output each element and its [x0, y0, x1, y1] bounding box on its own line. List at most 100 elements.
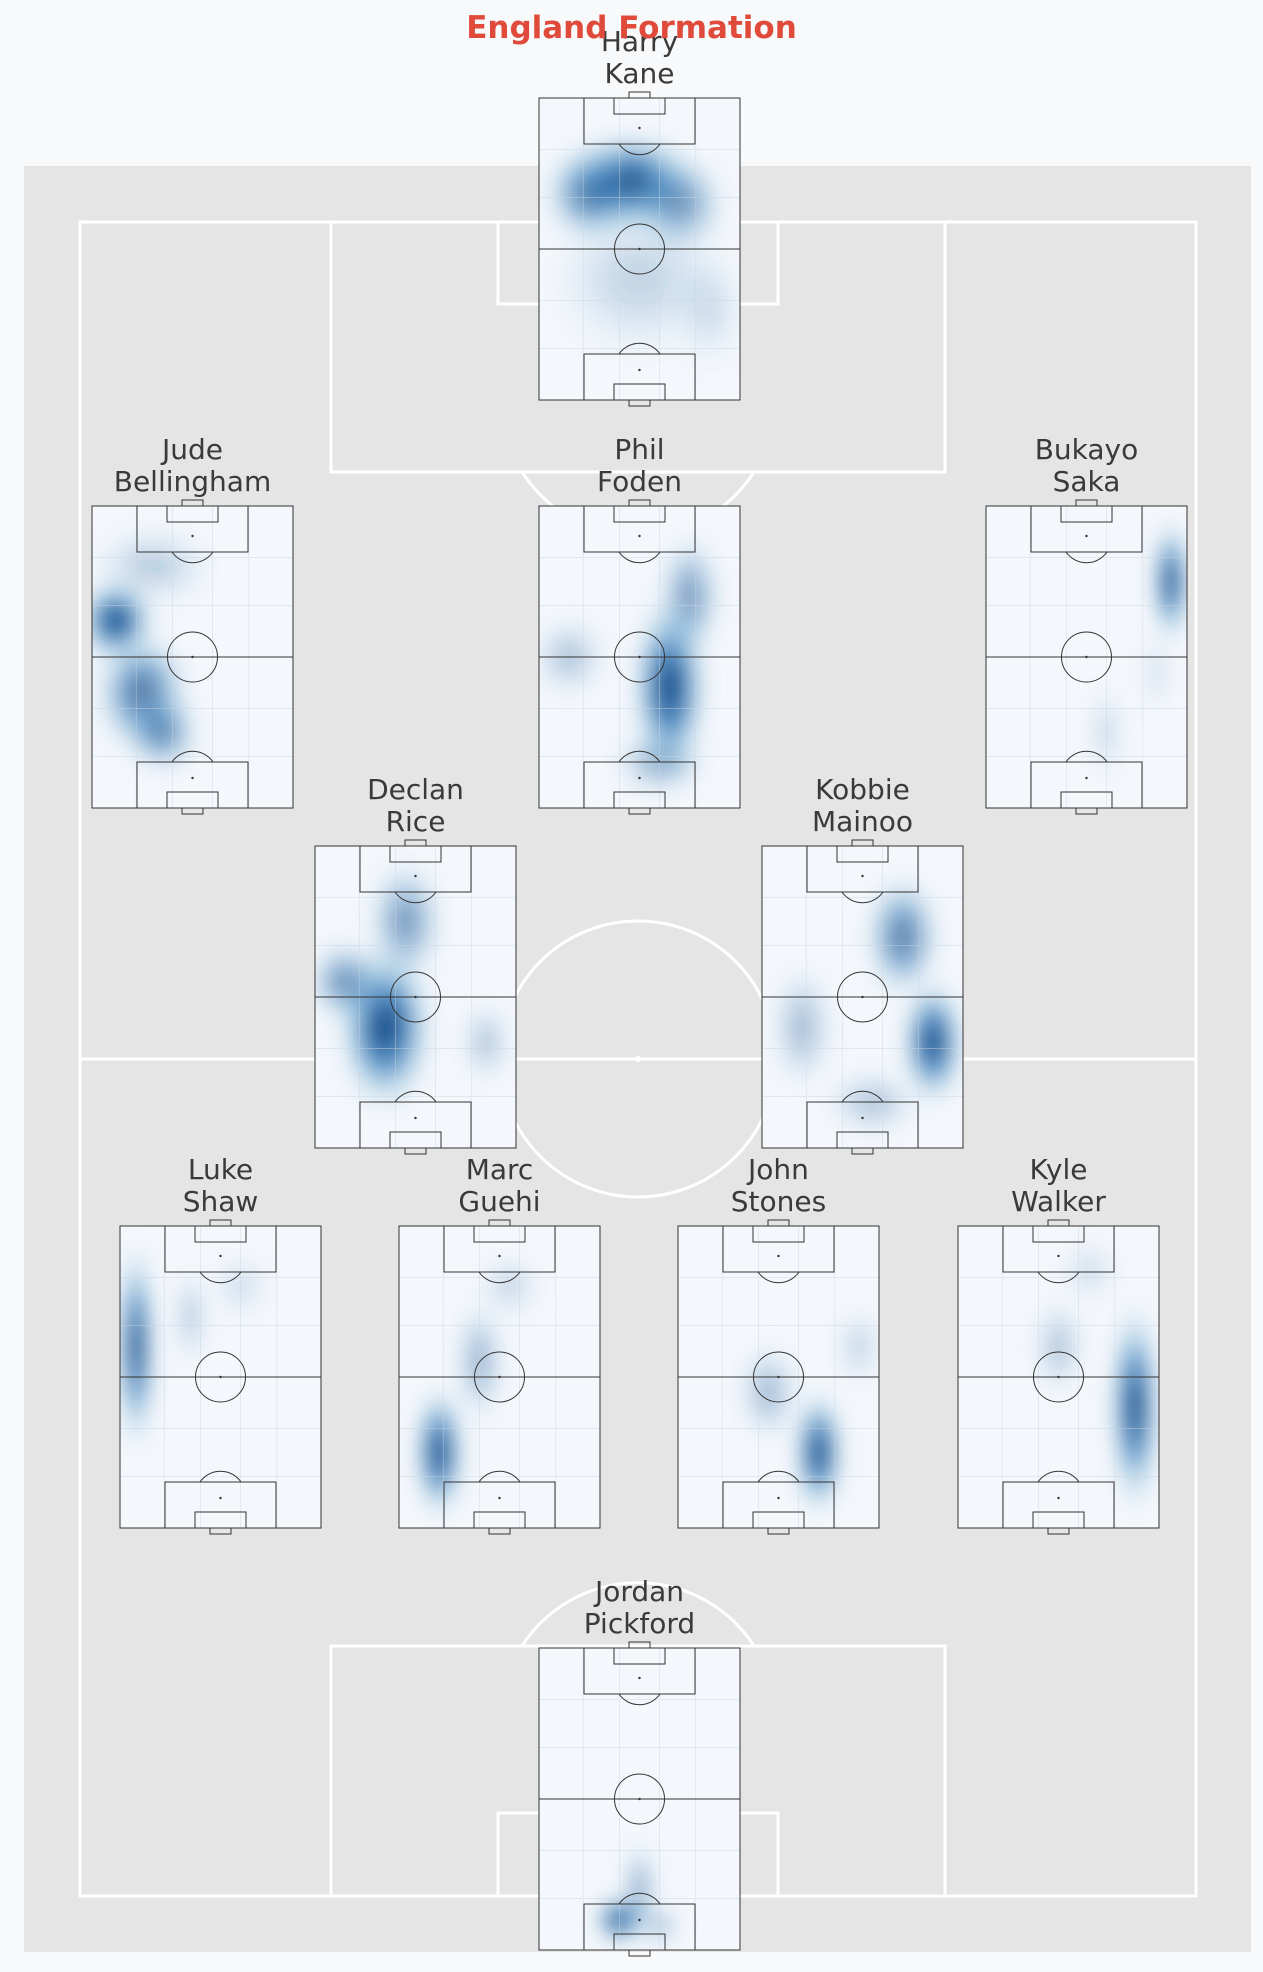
mini-pitch-markings [677, 1219, 880, 1535]
player-name: Kobbie Mainoo [721, 774, 1004, 838]
player-name: John Stones [637, 1154, 920, 1218]
heat-spot [1109, 1301, 1159, 1513]
mini-penalty-spot [861, 1116, 864, 1120]
heat-spot [315, 939, 384, 1025]
mini-penalty-spot [638, 126, 641, 130]
heat-spot [1032, 1296, 1085, 1398]
heat-spot [92, 524, 217, 609]
mini-centre-spot [777, 1375, 780, 1379]
heatmap-bellingham [91, 499, 294, 815]
player-last-name: Shaw [182, 1185, 259, 1218]
heat-layer [315, 858, 512, 1112]
heat-layer [541, 131, 740, 373]
mini-penalty-spot [1057, 1254, 1060, 1258]
mini-penalty-spot [191, 534, 194, 538]
player-name: Jude Bellingham [51, 434, 334, 498]
player-last-name: Pickford [583, 1607, 696, 1640]
heat-layer [92, 524, 217, 775]
mini-penalty-spot [498, 1254, 501, 1258]
heatmap-guehi [398, 1219, 601, 1535]
mini-centre-spot [498, 1375, 501, 1379]
player-name: Kyle Walker [917, 1154, 1200, 1218]
player-last-name: Foden [597, 465, 682, 498]
heatmap-saka [985, 499, 1188, 815]
mini-pitch-markings [957, 1219, 1160, 1535]
centre-spot [635, 1056, 641, 1062]
mini-pitch-markings [761, 839, 964, 1155]
mini-pitch-markings [538, 499, 741, 815]
heat-layer [120, 1241, 273, 1453]
heat-layer [413, 1252, 542, 1521]
mini-penalty-spot [861, 874, 864, 878]
mini-centre-spot [638, 1797, 641, 1801]
heat-spot [1151, 518, 1187, 645]
heatmap-rice [314, 839, 517, 1155]
heatmap-walker [957, 1219, 1160, 1535]
mini-centre-spot [638, 655, 641, 659]
player-last-name: Walker [1011, 1185, 1106, 1218]
heat-layer [539, 533, 722, 797]
player-first-name: Bukayo [1034, 433, 1139, 466]
heat-spot [736, 1341, 801, 1443]
player-first-name: Declan [367, 773, 464, 806]
mini-penalty-spot [1057, 1496, 1060, 1500]
player-name: Jordan Pickford [498, 1576, 781, 1640]
mini-centre-spot [861, 995, 864, 999]
player-first-name: Harry [600, 25, 679, 58]
heat-spot [671, 245, 740, 373]
mini-pitch-markings [314, 839, 517, 1155]
heat-spot [120, 1241, 156, 1453]
heat-spot [174, 1265, 207, 1368]
heat-spot [366, 858, 445, 985]
mini-pitch-markings [398, 1219, 601, 1535]
heat-spot [864, 873, 942, 1001]
heat-spot [1140, 629, 1173, 715]
heat-spot [460, 1000, 512, 1085]
mini-penalty-spot [191, 776, 194, 780]
player-first-name: Luke [187, 1153, 254, 1186]
mini-centre-spot [638, 247, 641, 251]
player-first-name: Kobbie [815, 773, 910, 806]
mini-centre-spot [414, 995, 417, 999]
heat-spot [413, 1384, 465, 1521]
heat-spot [824, 1068, 921, 1137]
mini-penalty-spot [1085, 776, 1088, 780]
player-first-name: Marc [465, 1153, 534, 1186]
bottom-penalty-arc [520, 1581, 756, 1647]
mini-penalty-spot [638, 534, 641, 538]
player-last-name: Mainoo [811, 805, 914, 838]
heat-layer [1090, 518, 1187, 784]
heat-spot [770, 963, 835, 1091]
mini-penalty-spot [638, 1918, 641, 1922]
heat-spot [833, 1304, 879, 1390]
player-last-name: Kane [604, 57, 675, 90]
mini-pitch-markings [538, 1641, 741, 1957]
heatmap-kane [538, 91, 741, 407]
player-last-name: Stones [730, 1185, 827, 1218]
player-name: Phil Foden [498, 434, 781, 498]
chart-title: England Formation [466, 10, 797, 46]
heatmap-mainoo [761, 839, 964, 1155]
player-last-name: Bellingham [113, 465, 272, 498]
heatmap-stones [677, 1219, 880, 1535]
player-name: Luke Shaw [79, 1154, 362, 1218]
mini-penalty-spot [638, 368, 641, 372]
mini-centre-spot [219, 1375, 222, 1379]
player-first-name: Phil [614, 433, 665, 466]
heatmap-pickford [538, 1641, 741, 1957]
mini-penalty-spot [498, 1496, 501, 1500]
player-last-name: Guehi [458, 1185, 541, 1218]
mini-centre-spot [191, 655, 194, 659]
player-name: Bukayo Saka [945, 434, 1228, 498]
heatmap-shaw [119, 1219, 322, 1535]
mini-penalty-spot [219, 1254, 222, 1258]
heat-spot [1056, 1237, 1121, 1306]
mini-pitch-markings [119, 1219, 322, 1535]
heat-spot [477, 1252, 542, 1321]
mini-centre-spot [1057, 1375, 1060, 1379]
mini-penalty-spot [414, 1116, 417, 1120]
heat-spot [792, 1389, 845, 1516]
mini-penalty-spot [638, 1676, 641, 1680]
player-first-name: Jordan [594, 1575, 685, 1608]
mini-penalty-spot [219, 1496, 222, 1500]
